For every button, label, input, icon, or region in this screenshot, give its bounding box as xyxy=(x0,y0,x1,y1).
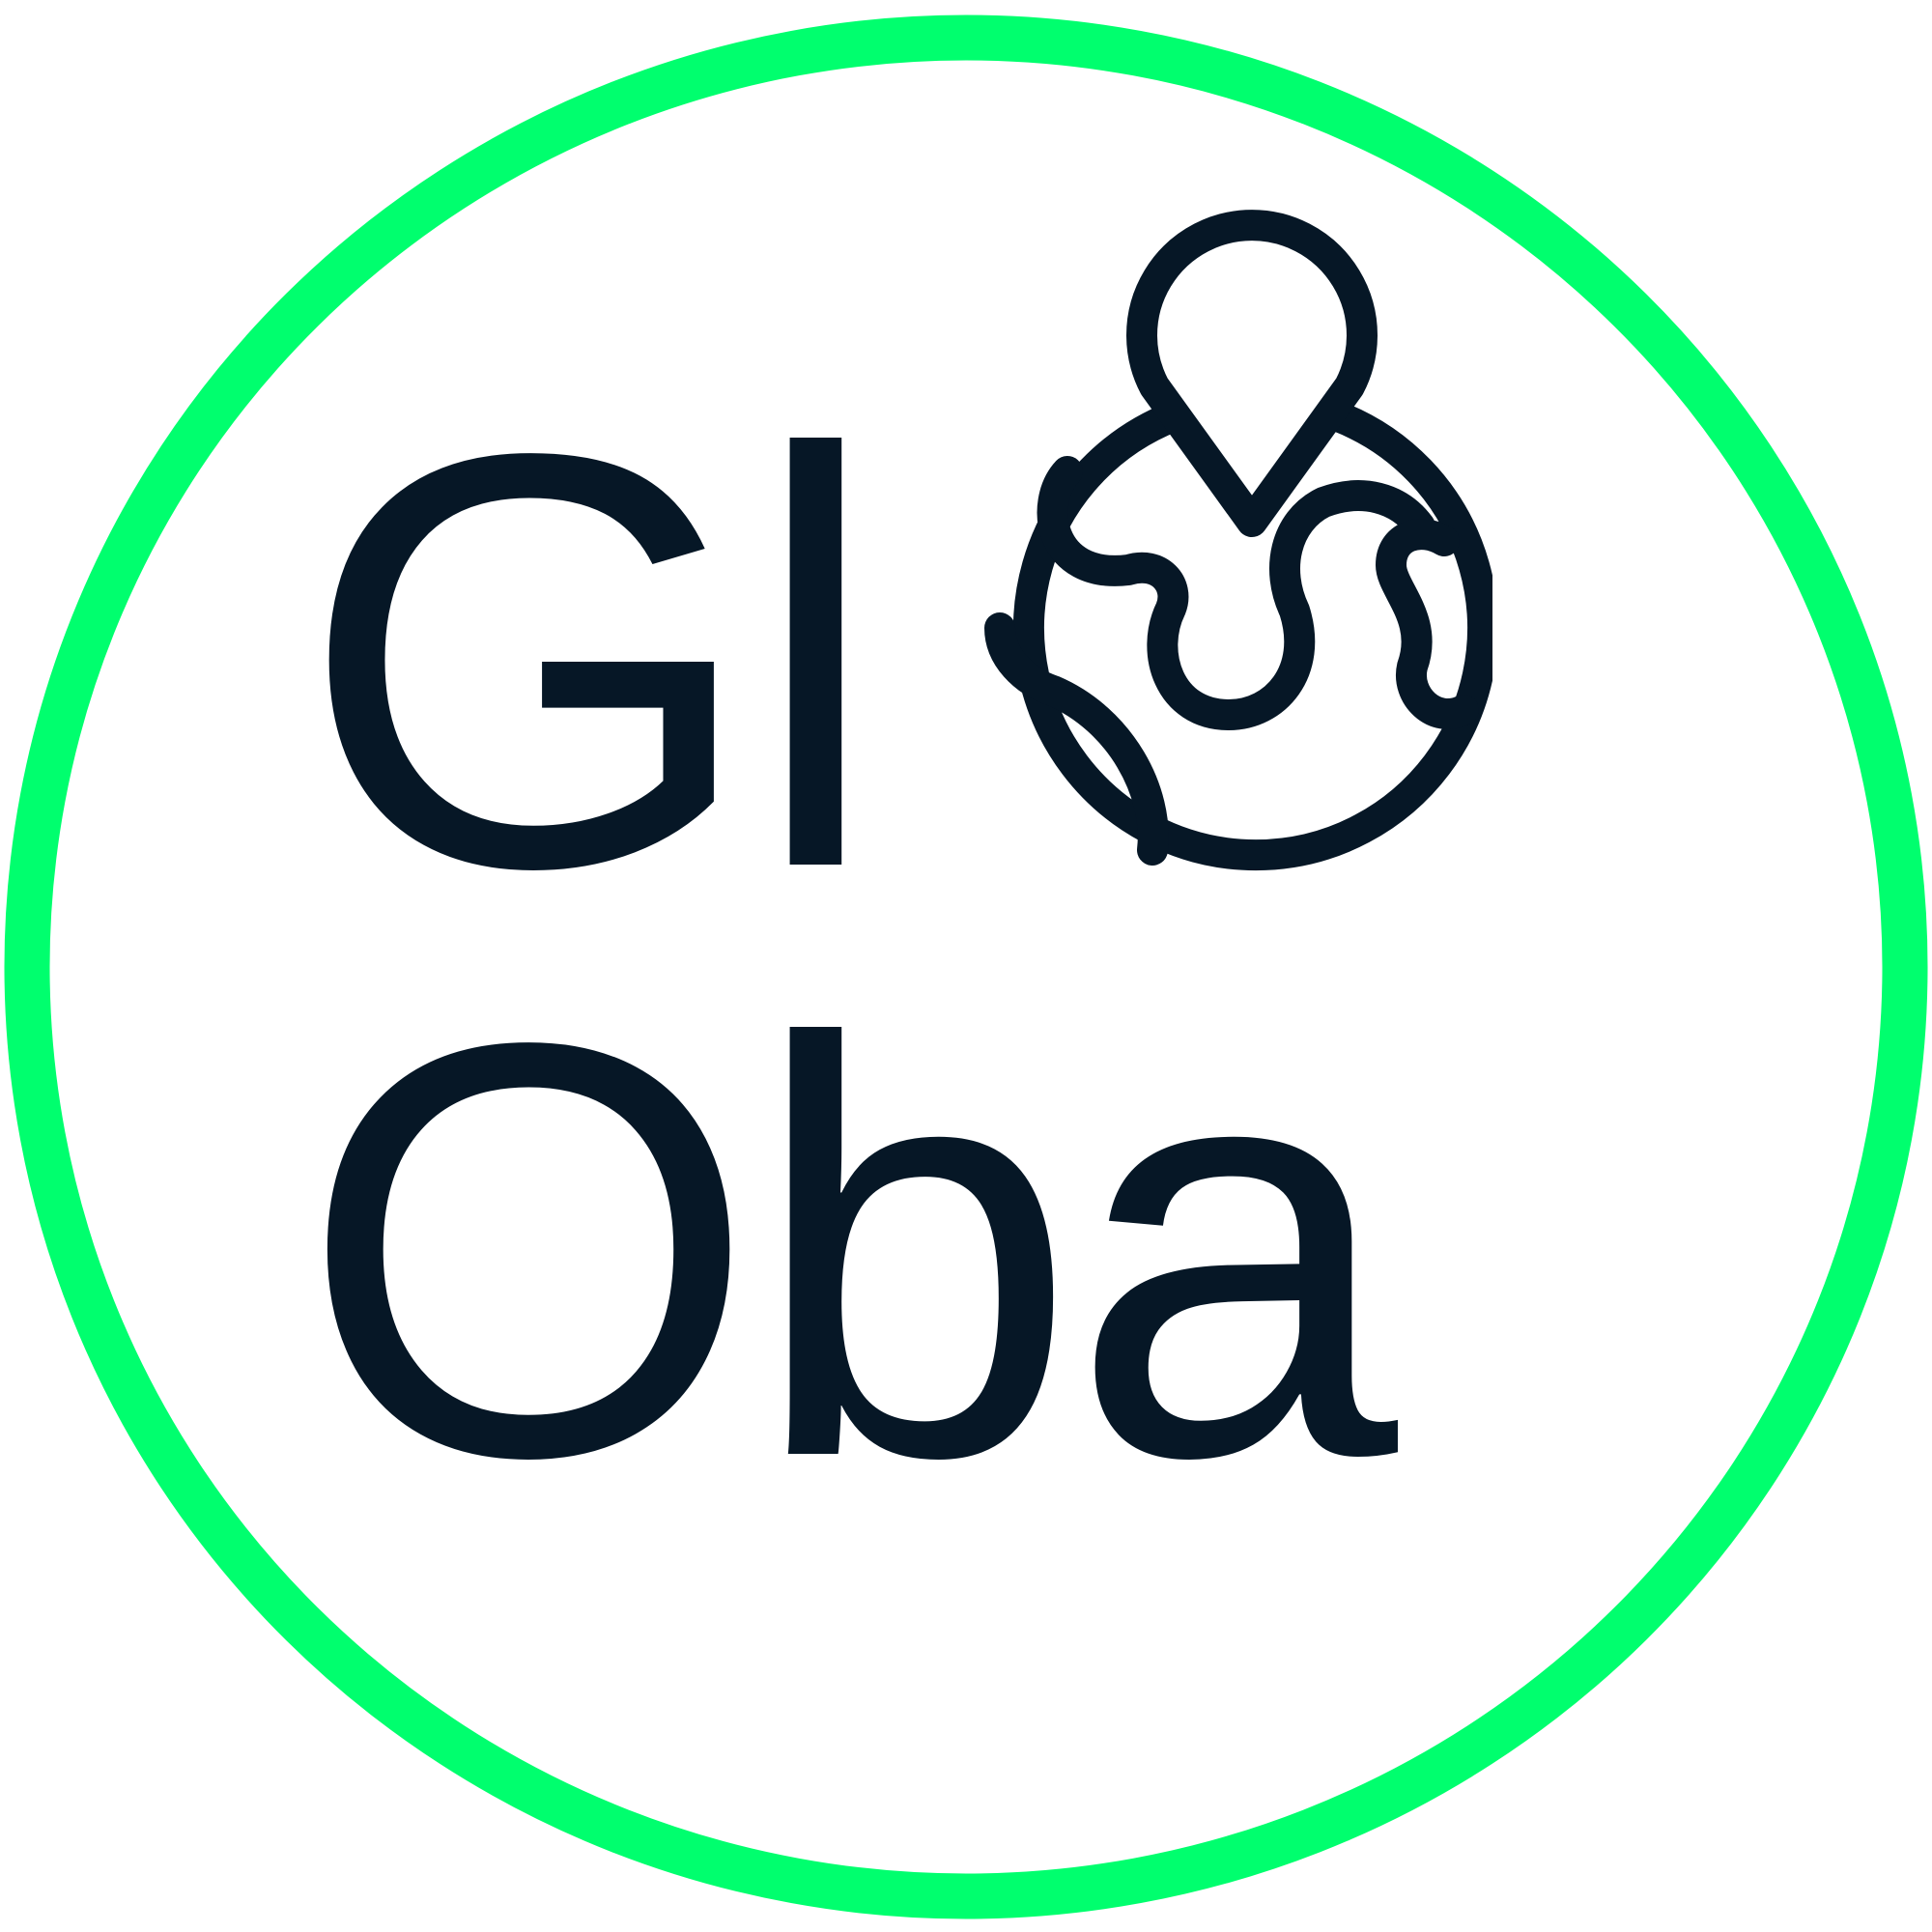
logo-text-line-2: Oba xyxy=(299,956,1390,1546)
logo-text-line-1: Gl xyxy=(299,367,873,956)
globe-with-location-pin-icon xyxy=(980,193,1492,937)
globe-icon-strokes xyxy=(1000,225,1483,855)
